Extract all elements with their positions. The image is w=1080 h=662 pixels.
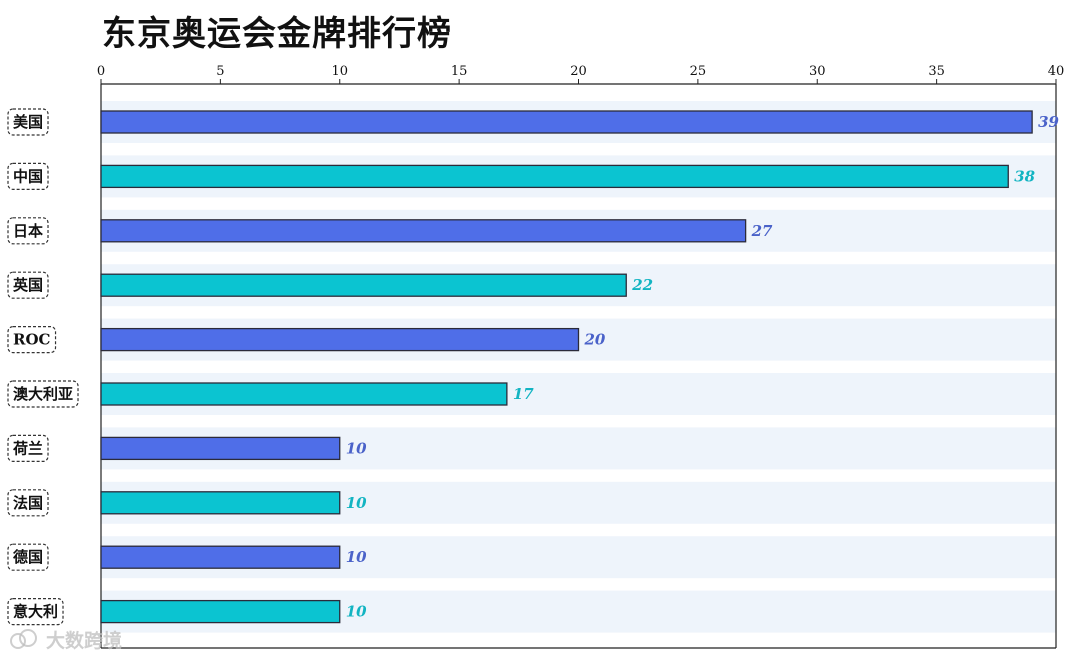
brand-logo-icon	[10, 628, 40, 651]
category-label-box	[7, 489, 49, 517]
x-tick-label: 30	[809, 64, 826, 79]
category-label: 澳大利亚	[13, 385, 73, 403]
category-label-box	[7, 434, 49, 462]
bar	[100, 545, 341, 569]
category-label: 美国	[13, 113, 43, 131]
category-label-box	[7, 597, 64, 626]
category-label: ROC	[13, 331, 51, 349]
bar	[100, 327, 580, 352]
bar-value-label: 22	[631, 276, 653, 294]
bar-value-label: 10	[346, 494, 367, 512]
chart-title: 东京奥运会金牌排行榜	[102, 14, 452, 54]
category-label-box	[7, 217, 49, 245]
category-label: 英国	[13, 276, 43, 294]
category-label-box	[7, 326, 57, 354]
category-label-box	[7, 271, 49, 299]
category-label: 中国	[13, 167, 43, 185]
bar-value-label: 38	[1014, 167, 1035, 185]
x-tick-label: 35	[928, 64, 945, 79]
category-label-box	[7, 162, 49, 190]
category-label-box	[7, 543, 49, 571]
bar	[100, 436, 341, 461]
category-label: 法国	[13, 494, 43, 512]
bar	[100, 164, 1009, 189]
bar-value-label: 17	[513, 385, 534, 403]
bar-value-label: 39	[1038, 113, 1059, 131]
bar	[100, 491, 341, 515]
category-label: 德国	[13, 548, 43, 566]
category-label: 荷兰	[13, 439, 43, 457]
x-tick-label: 5	[216, 64, 224, 79]
bar-value-label: 27	[751, 222, 773, 240]
x-tick-label: 0	[97, 64, 105, 79]
x-tick-label: 40	[1048, 64, 1065, 79]
bar-value-label: 10	[346, 439, 367, 457]
bar	[100, 273, 627, 297]
bar	[100, 599, 341, 624]
x-tick-label: 25	[690, 64, 707, 79]
bar	[100, 219, 747, 243]
x-tick-label: 15	[451, 64, 468, 79]
category-label-box	[7, 380, 79, 408]
watermark: 大数跨境	[10, 626, 122, 653]
x-tick-label: 20	[570, 64, 587, 79]
watermark-text: 大数跨境	[46, 630, 123, 652]
bar-value-label: 20	[584, 331, 606, 349]
category-label: 日本	[13, 222, 43, 240]
bar	[100, 110, 1033, 134]
category-label-box	[7, 108, 49, 136]
category-label: 意大利	[13, 603, 58, 621]
bar-value-label: 10	[346, 603, 367, 621]
x-tick-label: 10	[331, 64, 348, 79]
bar	[100, 382, 508, 406]
bar-value-label: 10	[346, 548, 367, 566]
